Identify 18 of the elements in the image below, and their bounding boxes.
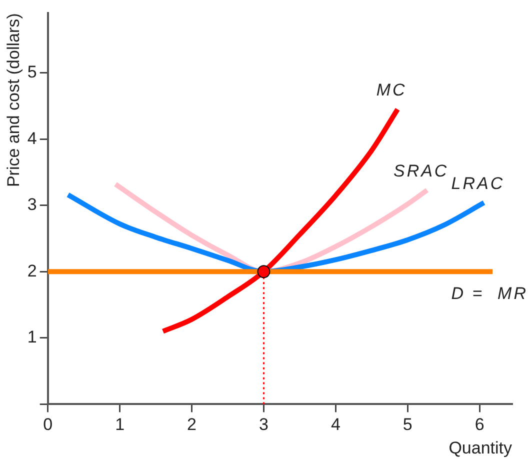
y-tick-label: 2 [27,261,37,280]
y-tick-label: 1 [27,328,37,347]
y-tick-label: 5 [27,62,37,82]
x-tick-label: 2 [187,415,197,434]
y-tick-label: 3 [27,195,37,214]
x-tick-label: 4 [330,415,340,434]
x-tick-label: 1 [115,415,125,434]
x-tick-label: 6 [474,415,484,434]
series-label: LRAC [451,174,505,193]
x-axis-title: Quantity [448,438,512,458]
series-label: D = MR [451,284,528,303]
x-tick-label: 5 [402,415,412,434]
y-axis-title: Price and cost (dollars) [4,13,23,188]
series-label: SRAC [393,161,449,180]
x-tick-label: 3 [259,415,268,434]
series-label: MC [376,80,407,100]
x-tick-label: 0 [43,415,53,434]
y-tick-label: 4 [27,128,37,148]
